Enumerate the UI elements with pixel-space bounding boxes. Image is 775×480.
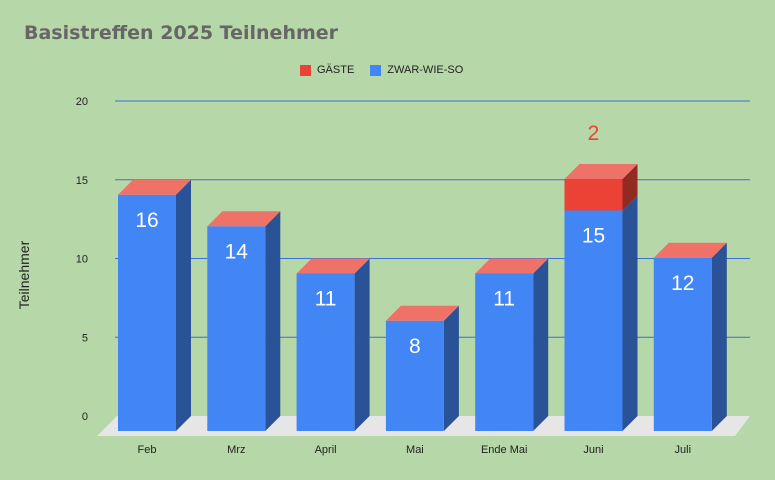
bar-zwar-side xyxy=(443,305,459,431)
bar-zwar-side xyxy=(622,195,638,431)
bar-zwar xyxy=(207,226,266,431)
legend: GÄSTE ZWAR-WIE-SO xyxy=(300,64,463,76)
x-tick-label: Juni xyxy=(583,444,603,456)
y-tick-label: 0 xyxy=(82,411,88,423)
legend-label-gaeste: GÄSTE xyxy=(317,64,355,76)
data-label-zwar: 11 xyxy=(493,288,515,311)
legend-item-gaeste: GÄSTE xyxy=(300,64,354,76)
bar-top xyxy=(296,258,370,274)
bar-top xyxy=(564,164,638,179)
bar-zwar xyxy=(118,194,176,431)
y-tick-label: 20 xyxy=(76,96,88,108)
y-tick-label: 15 xyxy=(76,175,88,187)
bar-zwar-side xyxy=(265,211,281,431)
data-label-gaeste: 2 xyxy=(588,122,600,145)
x-tick-label: Juli xyxy=(675,444,692,456)
x-tick-label: Mai xyxy=(406,444,424,456)
data-label-zwar: 11 xyxy=(315,288,337,311)
bar-zwar-side xyxy=(354,258,370,431)
bar-zwar xyxy=(475,273,534,431)
y-tick-label: 5 xyxy=(82,332,88,344)
bar-top xyxy=(653,242,727,258)
bar-zwar-side xyxy=(176,179,191,431)
x-tick-label: Ende Mai xyxy=(481,444,527,456)
bar-gaeste-side xyxy=(622,164,638,211)
bar-gaeste xyxy=(564,179,623,211)
legend-swatch-gaeste xyxy=(300,64,311,76)
bar-zwar xyxy=(653,257,712,431)
y-tick-label: 10 xyxy=(76,254,88,266)
x-tick-label: Mrz xyxy=(227,444,245,456)
bar-top xyxy=(207,211,281,227)
bar-top xyxy=(118,179,191,195)
bar-zwar xyxy=(564,210,623,431)
data-label-zwar: 12 xyxy=(671,272,694,295)
bar-top xyxy=(385,305,459,321)
data-label-zwar: 14 xyxy=(225,240,249,263)
bar-zwar xyxy=(385,320,444,431)
bar-top xyxy=(475,258,549,274)
bar-zwar-side xyxy=(533,258,549,431)
legend-item-zwar: ZWAR-WIE-SO xyxy=(370,64,463,76)
chart-title: Basistreffen 2025 Teilnehmer xyxy=(24,22,339,44)
bar-zwar xyxy=(296,273,355,431)
data-label-zwar: 8 xyxy=(409,335,421,358)
data-label-zwar: 16 xyxy=(135,209,158,232)
legend-label-zwar: ZWAR-WIE-SO xyxy=(387,64,464,76)
x-tick-label: April xyxy=(315,444,337,456)
data-label-zwar: 15 xyxy=(582,225,605,248)
legend-swatch-zwar xyxy=(370,64,382,76)
bar-zwar-side xyxy=(711,242,727,431)
x-tick-label: Feb xyxy=(138,444,157,456)
